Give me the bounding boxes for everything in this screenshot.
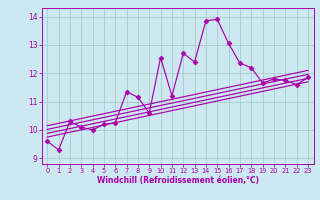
X-axis label: Windchill (Refroidissement éolien,°C): Windchill (Refroidissement éolien,°C) [97,176,259,185]
